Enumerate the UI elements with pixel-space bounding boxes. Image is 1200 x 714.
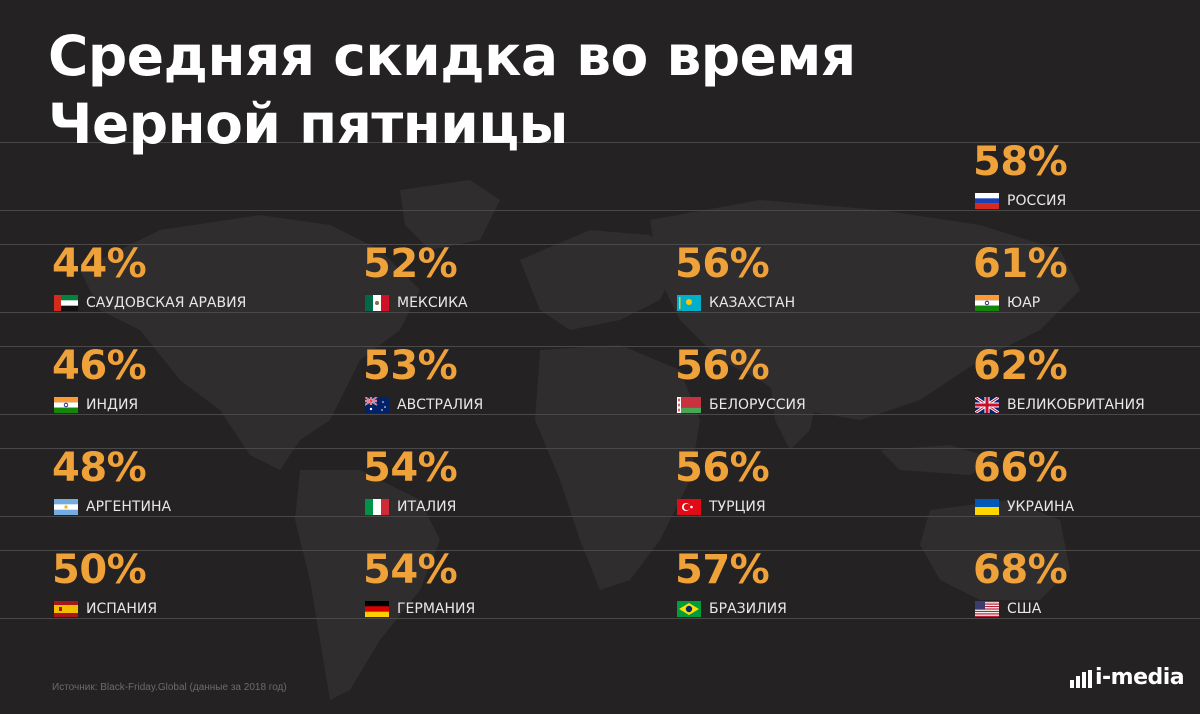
country-cell: 56% ТУРЦИЯ [675, 444, 925, 524]
row-divider [0, 142, 1200, 143]
country-name: БРАЗИЛИЯ [709, 601, 787, 617]
country-name: МЕКСИКА [397, 295, 468, 311]
country-name: ИТАЛИЯ [397, 499, 457, 515]
discount-value: 56% [675, 241, 770, 287]
brand-logo: i-media [1070, 664, 1186, 692]
discount-value: 53% [363, 343, 458, 389]
country-name: США [1007, 601, 1042, 617]
country-name: ЮАР [1007, 295, 1041, 311]
country-cell: 61% ЮАР [973, 240, 1200, 320]
discount-value: 48% [52, 445, 147, 491]
discount-value: 56% [675, 445, 770, 491]
discount-value: 54% [363, 547, 458, 593]
discount-value: 56% [675, 343, 770, 389]
country-cell: 56% КАЗАХСТАН [675, 240, 925, 320]
bars-logo-icon [1070, 670, 1092, 688]
flag-gb-icon [975, 397, 999, 413]
country-name: ИСПАНИЯ [86, 601, 158, 617]
row-divider [0, 618, 1200, 619]
flag-in-icon [54, 397, 78, 413]
row-divider [0, 550, 1200, 551]
country-cell: 58% РОССИЯ [973, 138, 1200, 218]
flag-ru-icon [975, 193, 999, 209]
flag-it-icon [365, 499, 389, 515]
country-cell: 54% ГЕРМАНИЯ [363, 546, 613, 626]
discount-value: 58% [973, 139, 1068, 185]
discount-value: 44% [52, 241, 147, 287]
row-divider [0, 346, 1200, 347]
flag-au-icon [365, 397, 389, 413]
source-note: Источник: Black-Friday.Global (данные за… [52, 682, 287, 693]
flag-kz-icon [677, 295, 701, 311]
country-name: ИНДИЯ [86, 397, 139, 413]
flag-us-icon [975, 601, 999, 617]
discount-value: 46% [52, 343, 147, 389]
country-cell: 57% БРАЗИЛИЯ [675, 546, 925, 626]
country-name: ГЕРМАНИЯ [397, 601, 476, 617]
country-cell: 53% АВСТРАЛИЯ [363, 342, 613, 422]
country-cell: 68% США [973, 546, 1200, 626]
flag-ar-icon [54, 499, 78, 515]
country-cell: 62% ВЕЛИКОБРИТАНИЯ [973, 342, 1200, 422]
country-cell: 44% САУДОВСКАЯ АРАВИЯ [52, 240, 302, 320]
discount-value: 66% [973, 445, 1068, 491]
row-divider [0, 516, 1200, 517]
row-divider [0, 312, 1200, 313]
flag-ua-icon [975, 499, 999, 515]
country-name: КАЗАХСТАН [709, 295, 796, 311]
row-divider [0, 244, 1200, 245]
title-line-1: Средняя скидка во время [48, 24, 856, 88]
flag-es-icon [54, 601, 78, 617]
flag-de-icon [365, 601, 389, 617]
country-cell: 46% ИНДИЯ [52, 342, 302, 422]
country-name: РОССИЯ [1007, 193, 1067, 209]
country-name: БЕЛОРУССИЯ [709, 397, 806, 413]
flag-in-icon [975, 295, 999, 311]
country-name: ТУРЦИЯ [709, 499, 766, 515]
page-title: Средняя скидка во время Черной пятницы [48, 22, 856, 158]
brand-name: i-media [1095, 665, 1185, 690]
country-cell: 52% МЕКСИКА [363, 240, 613, 320]
country-cell: 56% БЕЛОРУССИЯ [675, 342, 925, 422]
row-divider [0, 414, 1200, 415]
country-name: УКРАИНА [1007, 499, 1075, 515]
country-cell: 66% УКРАИНА [973, 444, 1200, 524]
country-cell: 54% ИТАЛИЯ [363, 444, 613, 524]
discount-value: 52% [363, 241, 458, 287]
discount-value: 54% [363, 445, 458, 491]
country-name: САУДОВСКАЯ АРАВИЯ [86, 295, 247, 311]
discount-value: 50% [52, 547, 147, 593]
country-name: ВЕЛИКОБРИТАНИЯ [1007, 397, 1145, 413]
row-divider [0, 448, 1200, 449]
flag-tr-icon [677, 499, 701, 515]
discount-value: 61% [973, 241, 1068, 287]
discount-value: 62% [973, 343, 1068, 389]
country-cell: 48% АРГЕНТИНА [52, 444, 302, 524]
discount-value: 68% [973, 547, 1068, 593]
row-divider [0, 210, 1200, 211]
flag-br-icon [677, 601, 701, 617]
discount-value: 57% [675, 547, 770, 593]
title-line-2: Черной пятницы [48, 92, 568, 156]
flag-ae-icon [54, 295, 78, 311]
country-name: АВСТРАЛИЯ [397, 397, 484, 413]
flag-by-icon [677, 397, 701, 413]
flag-mx-icon [365, 295, 389, 311]
country-name: АРГЕНТИНА [86, 499, 172, 515]
country-cell: 50% ИСПАНИЯ [52, 546, 302, 626]
